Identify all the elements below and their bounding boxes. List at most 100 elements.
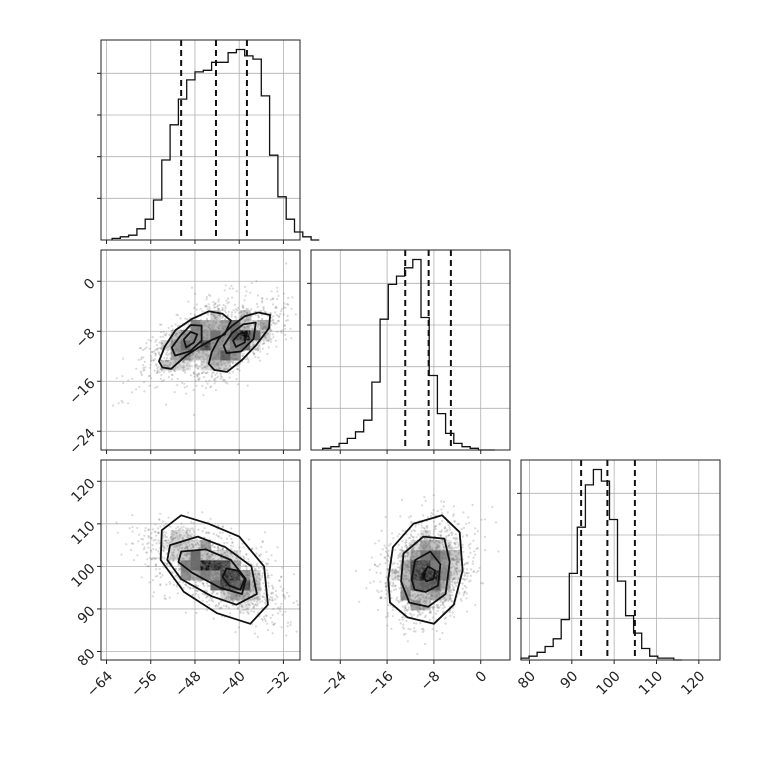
scatter-point (241, 338, 244, 341)
scatter-point (262, 306, 265, 309)
scatter-point (472, 570, 475, 573)
scatter-point (438, 606, 441, 609)
scatter-point (231, 555, 234, 558)
scatter-point (436, 553, 439, 556)
scatter-point (197, 378, 200, 381)
scatter-point (262, 342, 265, 345)
scatter-point (263, 325, 266, 328)
scatter-point (445, 567, 448, 570)
scatter-point (200, 557, 203, 560)
scatter-point (443, 566, 446, 569)
scatter-point (443, 582, 446, 585)
scatter-point (210, 572, 213, 575)
scatter-point (430, 595, 433, 598)
scatter-point (186, 511, 189, 514)
scatter-point (191, 543, 194, 546)
scatter-point (401, 546, 404, 549)
scatter-point (218, 564, 221, 567)
scatter-point (459, 598, 462, 601)
scatter-point (225, 562, 228, 565)
scatter-point (418, 580, 421, 584)
scatter-point (204, 347, 207, 351)
scatter-point (182, 569, 185, 572)
scatter-point (239, 550, 242, 553)
scatter-point (178, 357, 181, 360)
scatter-point (194, 319, 197, 322)
density-cell (400, 570, 411, 581)
scatter-point (437, 588, 440, 591)
scatter-point (410, 548, 413, 551)
scatter-point (410, 586, 413, 589)
scatter-point (231, 570, 234, 573)
scatter-point (202, 346, 205, 349)
scatter-point (424, 582, 427, 585)
scatter-point (195, 366, 198, 369)
scatter-point (435, 546, 438, 549)
scatter-point (451, 557, 454, 560)
panel-frame (100, 249, 301, 451)
scatter-layer (111, 262, 297, 416)
scatter-point (200, 545, 203, 548)
scatter-point (439, 583, 442, 586)
scatter-point (247, 326, 250, 330)
scatter-point (192, 388, 195, 392)
scatter-point (400, 591, 403, 594)
scatter-point (257, 335, 260, 338)
scatter-point (261, 560, 264, 563)
density-cell (420, 580, 431, 591)
scatter-point (262, 331, 265, 334)
scatter-point (379, 596, 382, 599)
scatter-point (221, 547, 224, 551)
scatter-point (200, 322, 203, 325)
scatter-point (201, 572, 204, 576)
scatter-point (219, 562, 222, 566)
scatter-point (453, 573, 456, 576)
scatter-point (421, 585, 424, 589)
scatter-point (215, 575, 218, 579)
scatter-point (154, 538, 157, 542)
scatter-point (219, 355, 222, 358)
x-tick-label: 110 (636, 668, 666, 698)
scatter-point (227, 563, 230, 567)
scatter-point (432, 549, 435, 552)
scatter-point (221, 547, 225, 550)
scatter-point (216, 560, 219, 563)
scatter-point (257, 314, 260, 317)
scatter-point (209, 346, 212, 349)
scatter-point (377, 565, 380, 568)
scatter-point (224, 554, 227, 557)
scatter-point (235, 576, 238, 579)
scatter-point (247, 325, 250, 328)
scatter-point (239, 610, 242, 613)
scatter-point (419, 568, 422, 571)
density-cell (260, 330, 271, 341)
scatter-point (413, 569, 417, 572)
scatter-point (186, 564, 189, 567)
scatter-point (419, 569, 422, 572)
scatter-point (265, 563, 268, 566)
scatter-point (421, 588, 424, 591)
scatter-point (203, 527, 206, 530)
scatter-point (434, 591, 437, 594)
density-cell (170, 540, 181, 551)
scatter-point (406, 609, 409, 612)
scatter-point (430, 561, 433, 564)
scatter-point (402, 573, 406, 576)
scatter-point (256, 349, 259, 352)
scatter-point (444, 561, 447, 564)
scatter-point (230, 359, 233, 363)
scatter-point (204, 331, 207, 334)
scatter-point (423, 561, 427, 564)
scatter-point (185, 347, 188, 351)
scatter-point (248, 586, 251, 590)
scatter-point (219, 320, 222, 323)
scatter-point (281, 613, 284, 616)
scatter-point (162, 535, 165, 538)
scatter-point (180, 522, 183, 525)
scatter-point (267, 585, 270, 588)
scatter-point (184, 611, 187, 614)
scatter-point (417, 561, 421, 564)
scatter-point (456, 553, 459, 556)
scatter-point (409, 556, 412, 559)
scatter-point (259, 586, 262, 590)
